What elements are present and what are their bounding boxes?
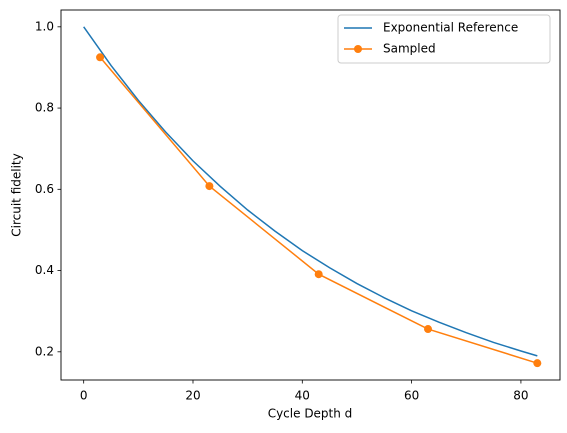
series-line (99, 56, 538, 364)
marker (424, 325, 433, 334)
marker (205, 182, 214, 191)
legend-box (337, 14, 551, 64)
y-tick-label: 0.2 (35, 344, 54, 358)
x-tick-label: 80 (513, 389, 528, 403)
series-line (83, 26, 538, 357)
legend-label: Sampled (383, 42, 436, 56)
marker (96, 53, 105, 62)
x-tick-label: 0 (80, 389, 88, 403)
y-axis-label: Circuit fidelity (10, 153, 24, 236)
x-tick-label: 20 (185, 389, 200, 403)
axes-frame (60, 9, 561, 381)
marker (314, 270, 323, 279)
y-tick-label: 0.6 (35, 182, 54, 196)
legend-marker (354, 45, 362, 53)
x-tick-label: 60 (404, 389, 419, 403)
x-tick-label: 40 (295, 389, 310, 403)
y-tick-label: 0.8 (35, 101, 54, 115)
y-tick-label: 0.4 (35, 263, 54, 277)
legend-label: Exponential Reference (383, 21, 518, 35)
y-tick-label: 1.0 (35, 19, 54, 33)
x-axis-label: Cycle Depth d (268, 407, 353, 421)
marker (533, 359, 542, 368)
